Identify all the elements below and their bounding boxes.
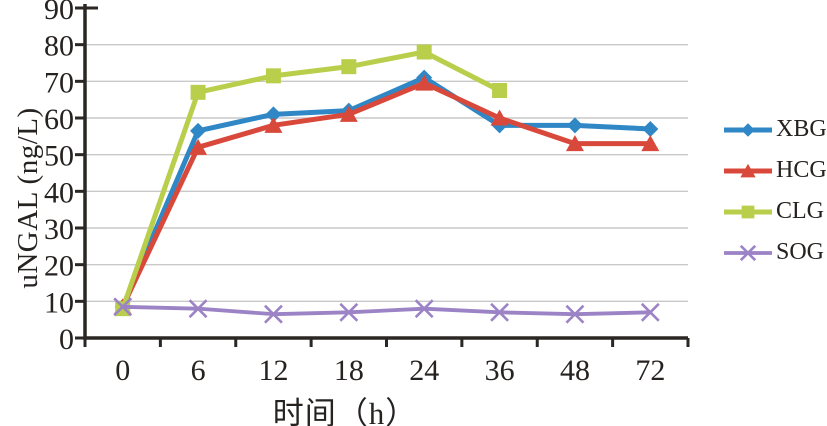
legend-label-clg: CLG [776,198,824,224]
legend-label-sog: SOG [776,239,825,265]
series-line-clg [120,49,503,312]
x-tick-label: 6 [191,354,206,387]
y-tick-label: 60 [44,103,74,136]
series-marker-clg [265,68,281,84]
y-tick-label: 50 [44,140,74,173]
legend-item-xbg: XBG [724,109,827,150]
series-marker-sog [490,302,509,322]
x-tick-label: 36 [485,354,515,387]
hcg-line-marker-icon [724,163,772,177]
legend-item-hcg: HCG [724,150,827,191]
x-tick-label: 12 [258,354,288,387]
series-marker-sog [188,299,208,319]
series-marker-sog [264,304,283,324]
sog-line-marker-icon [724,244,772,261]
series-marker-hcg [641,135,660,152]
legend-marker-sample [741,122,755,137]
y-tick-label: 70 [44,66,74,99]
x-tick-label: 48 [560,354,590,387]
series-marker-hcg [339,105,358,122]
series-marker-clg [492,83,508,98]
series-marker-xbg [190,122,207,139]
series-marker-sog [113,297,133,317]
y-tick-label: 30 [44,213,74,246]
series-marker-sog [414,299,434,319]
legend-label-hcg: HCG [776,157,827,183]
y-axis-title: uNGAL (ng/L) [12,107,44,289]
chart-legend: XBG HCG CLG SOG [724,109,827,273]
y-tick-label: 90 [44,0,74,26]
xbg-line-marker-icon [724,122,772,137]
x-tick-label: 18 [334,354,364,387]
x-tick-label: 72 [635,354,665,387]
legend-marker-sample [739,244,757,261]
series-line-hcg [120,80,653,310]
series-line-xbg [120,75,653,310]
series-marker-hcg [264,116,283,133]
y-tick-label: 0 [59,323,74,356]
y-tick-label: 80 [44,30,74,63]
series-marker-sog [339,302,359,322]
series-marker-sog [565,304,585,324]
legend-item-sog: SOG [724,232,827,273]
series-marker-hcg [189,138,208,155]
legend-marker-sample [740,163,756,177]
series-marker-hcg [415,74,434,91]
y-tick-label: 10 [44,286,74,319]
legend-item-clg: CLG [724,191,827,232]
series-marker-clg [190,84,206,100]
series-marker-clg [341,59,357,75]
x-tick-label: 0 [115,354,130,387]
clg-line-marker-icon [724,205,772,218]
series-marker-xbg [566,117,583,134]
legend-marker-sample [741,205,755,218]
y-tick-label: 40 [44,176,74,209]
series-marker-xbg [642,121,659,137]
legend-label-xbg: XBG [776,116,827,142]
x-tick-label: 24 [409,354,439,387]
x-axis-title: 时间（h） [272,396,418,426]
series-marker-hcg [490,109,509,126]
y-tick-label: 20 [44,250,74,283]
series-marker-xbg [265,106,282,123]
series-marker-hcg [565,135,584,152]
series-line-sog [120,304,653,317]
series-marker-clg [416,44,432,60]
series-marker-sog [640,302,660,322]
